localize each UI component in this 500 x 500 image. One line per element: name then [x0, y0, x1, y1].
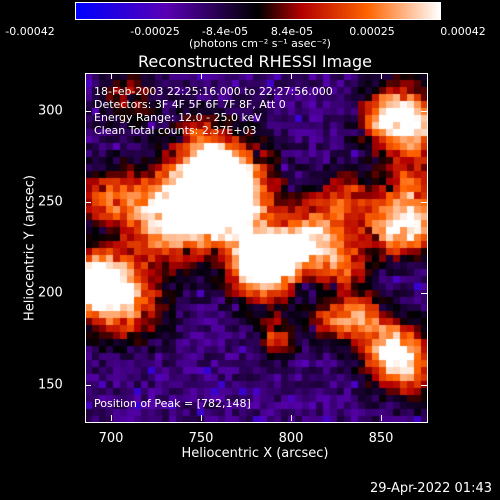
x-axis-label: Heliocentric X (arcsec): [181, 446, 329, 461]
x-tick-mark: [201, 415, 202, 421]
y-tick-label: 150: [38, 377, 63, 393]
energy-range-info: Energy Range: 12.0 - 25.0 keV: [94, 111, 262, 124]
x-tick-label: 800: [278, 431, 304, 446]
x-tick-mark: [201, 73, 202, 79]
colorbar-tick-label: 0.00042: [440, 25, 486, 38]
x-tick-mark: [291, 415, 292, 421]
peak-position: Position of Peak = [782,148]: [94, 397, 251, 410]
image-title: Reconstructed RHESSI Image: [138, 52, 372, 71]
y-tick-label: 300: [38, 103, 63, 119]
colorbar-tick-label: 8.4e-05: [270, 25, 314, 38]
x-tick-mark: [381, 73, 382, 79]
colorbar-units: (photons cm⁻² s⁻¹ asec⁻²): [189, 37, 331, 50]
y-tick-mark: [421, 293, 427, 294]
x-tick-label: 700: [98, 431, 124, 446]
x-tick-label: 850: [368, 431, 394, 446]
y-tick-mark: [85, 293, 91, 294]
colorbar-tick-label: -0.00025: [130, 25, 180, 38]
x-tick-mark: [291, 73, 292, 79]
y-tick-mark: [85, 111, 91, 112]
y-tick-mark: [85, 202, 91, 203]
x-tick-mark: [381, 415, 382, 421]
x-tick-mark: [111, 415, 112, 421]
y-axis-label: Heliocentric Y (arcsec): [22, 175, 38, 321]
y-tick-mark: [421, 111, 427, 112]
y-tick-label: 250: [38, 194, 63, 210]
y-tick-mark: [421, 385, 427, 386]
detectors-info: Detectors: 3F 4F 5F 6F 7F 8F, Att 0: [94, 98, 286, 111]
heatmap-panel: [85, 73, 428, 423]
colorbar-tick-label: -0.00042: [5, 25, 55, 38]
colorbar: [75, 2, 441, 20]
y-tick-mark: [85, 385, 91, 386]
colorbar-tick-label: 0.00025: [349, 25, 395, 38]
y-tick-mark: [421, 202, 427, 203]
observation-time: 18-Feb-2003 22:25:16.000 to 22:27:56.000: [94, 85, 333, 98]
render-timestamp: 29-Apr-2022 01:43: [370, 481, 492, 496]
x-tick-label: 750: [188, 431, 214, 446]
y-tick-label: 200: [38, 285, 63, 301]
colorbar-tick-label: -8.4e-05: [201, 25, 249, 38]
heatmap-image: [85, 73, 428, 423]
x-tick-mark: [111, 73, 112, 79]
clean-counts-info: Clean Total counts: 2.37E+03: [94, 124, 257, 137]
